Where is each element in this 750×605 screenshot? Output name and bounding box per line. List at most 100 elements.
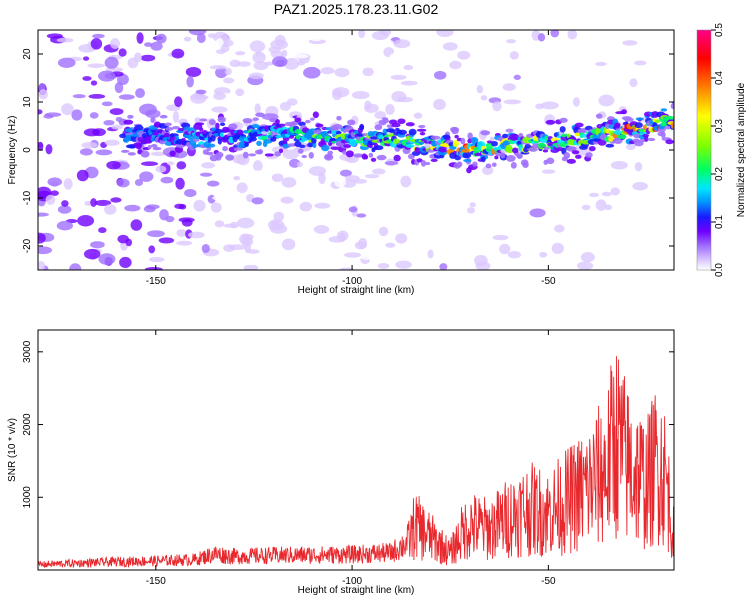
spectrogram-noise-cell (384, 161, 399, 166)
snr-series-line (38, 356, 674, 569)
spectrogram-noise-cell (251, 197, 264, 205)
spectrogram-noise-cell (136, 32, 144, 44)
spectrogram-signal-cell (419, 131, 426, 136)
spectrogram-signal-cell (463, 158, 472, 163)
spectrogram-signal-cell (438, 146, 448, 153)
spectrogram-noise-cell (236, 182, 248, 194)
spectrogram-noise-cell (334, 67, 350, 78)
spectrogram-y-tick-label: 0 (22, 147, 33, 153)
spectrogram-noise-cell (332, 87, 350, 98)
spectrogram-noise-cell (364, 221, 383, 229)
spectrogram-signal-cell (559, 126, 566, 133)
spectrogram-noise-cell (47, 177, 63, 187)
spectrogram-noise-cell (186, 75, 194, 88)
spectrogram-noise-cell (176, 240, 193, 246)
spectrogram-signal-cell (595, 113, 603, 119)
spectrogram-noise-cell (175, 177, 185, 190)
spectrogram-signal-cell (608, 136, 614, 142)
spectrogram-noise-cell (139, 171, 154, 182)
spectrogram-noise-cell (442, 42, 458, 51)
spectrogram-signal-cell (393, 154, 401, 162)
spectrogram-signal-cell (510, 137, 519, 141)
spectrogram-signal-cell (305, 119, 311, 124)
spectrogram-signal-cell (278, 148, 284, 154)
spectrogram-noise-cell (140, 161, 159, 167)
spectrogram-noise-cell (537, 33, 546, 42)
spectrogram-noise-cell (360, 255, 375, 260)
spectrogram-noise-cell (147, 230, 165, 238)
spectrogram-noise-cell (427, 249, 434, 259)
spectrogram-noise-cell (395, 233, 408, 244)
spectrogram-signal-cell (620, 109, 628, 115)
spectrogram-noise-cell (458, 205, 468, 216)
spectrogram-signal-cell (164, 122, 172, 127)
spectrogram-noise-cell (252, 51, 266, 64)
spectrogram-noise-cell (92, 33, 105, 39)
spectrogram-noise-cell (114, 82, 124, 94)
spectrogram-signal-cell (257, 149, 264, 155)
spectrogram-noise-cell (249, 40, 266, 53)
spectrogram-noise-cell (668, 83, 674, 90)
spectrogram-signal-cell (174, 146, 184, 153)
spectrogram-noise-cell (541, 169, 556, 174)
spectrogram-noise-cell (45, 144, 53, 155)
spectrogram-noise-cell (158, 237, 175, 244)
spectrogram-signal-cell (430, 158, 438, 163)
spectrogram-signal-cell (152, 146, 162, 151)
spectrogram-noise-cell (395, 260, 412, 269)
spectrogram-noise-cell (82, 56, 90, 61)
snr-panel: -150 -100 -50 1000 2000 3000 Height of strai… (7, 329, 675, 596)
spectrogram-noise-cell (339, 267, 355, 270)
spectrogram-noise-cell (622, 40, 638, 46)
spectrogram-noise-cell (610, 187, 620, 196)
spectrogram-signal-cell (210, 134, 216, 142)
spectrogram-signal-cell (353, 153, 364, 158)
spectrogram-signal-cell (219, 132, 224, 138)
spectrogram-signal-cell (424, 142, 431, 149)
snr-y-tick-label: 1000 (22, 486, 33, 509)
spectrogram-noise-cell (390, 222, 401, 234)
spectrogram-noise-cell (150, 41, 163, 51)
spectrogram-noise-cell (149, 256, 165, 263)
spectrogram-noise-cell (160, 176, 174, 184)
spectrogram-signal-cell (467, 132, 473, 140)
spectrogram-signal-cell (505, 154, 516, 162)
spectrogram-signal-cell (236, 129, 244, 135)
spectrogram-noise-cell (135, 88, 145, 99)
spectrogram-noise-cell (130, 219, 143, 231)
spectrogram-noise-cell (418, 264, 429, 270)
colorbar-tick-label: 0.1 (714, 215, 725, 229)
spectrogram-signal-cell (242, 151, 249, 159)
spectrogram-noise-cell (183, 36, 192, 42)
spectrogram-noise-cell (634, 60, 647, 66)
spectrogram-signal-cell (264, 153, 274, 157)
spectrogram-signal-cell (364, 154, 369, 160)
spectrogram-noise-cell (95, 149, 113, 156)
spectrogram-noise-cell (232, 154, 246, 164)
spectrogram-signal-cell (397, 118, 406, 125)
spectrogram-noise-cell (629, 78, 638, 88)
spectrogram-signal-cell (206, 151, 214, 156)
spectrogram-noise-cell (90, 80, 98, 86)
spectrogram-signal-cell (287, 143, 297, 147)
spectrogram-signal-cell (574, 122, 584, 128)
spectrogram-noise-cell (540, 101, 559, 110)
snr-y-tick-label: 2000 (22, 413, 33, 436)
spectrogram-noise-cell (335, 217, 342, 222)
spectrogram-noise-cell (451, 98, 469, 110)
spectrogram-signal-cell (460, 137, 466, 145)
spectrogram-signal-cell (460, 148, 471, 153)
spectrogram-signal-cell (544, 135, 549, 141)
spectrogram-signal-cell (194, 122, 205, 126)
spectrogram-noise-cell (371, 31, 389, 41)
spectrogram-signal-cell (405, 144, 415, 148)
colorbar-tick-label: 0.0 (714, 263, 725, 277)
spectrogram-noise-cell (385, 104, 395, 115)
spectrogram-signal-cell (559, 117, 568, 123)
spectrogram-signal-cell (150, 144, 158, 148)
spectrogram-signal-cell (500, 151, 506, 159)
spectrogram-noise-cell (214, 220, 225, 228)
spectrogram-signal-cell (376, 154, 387, 161)
spectrogram-noise-cell (57, 57, 76, 68)
